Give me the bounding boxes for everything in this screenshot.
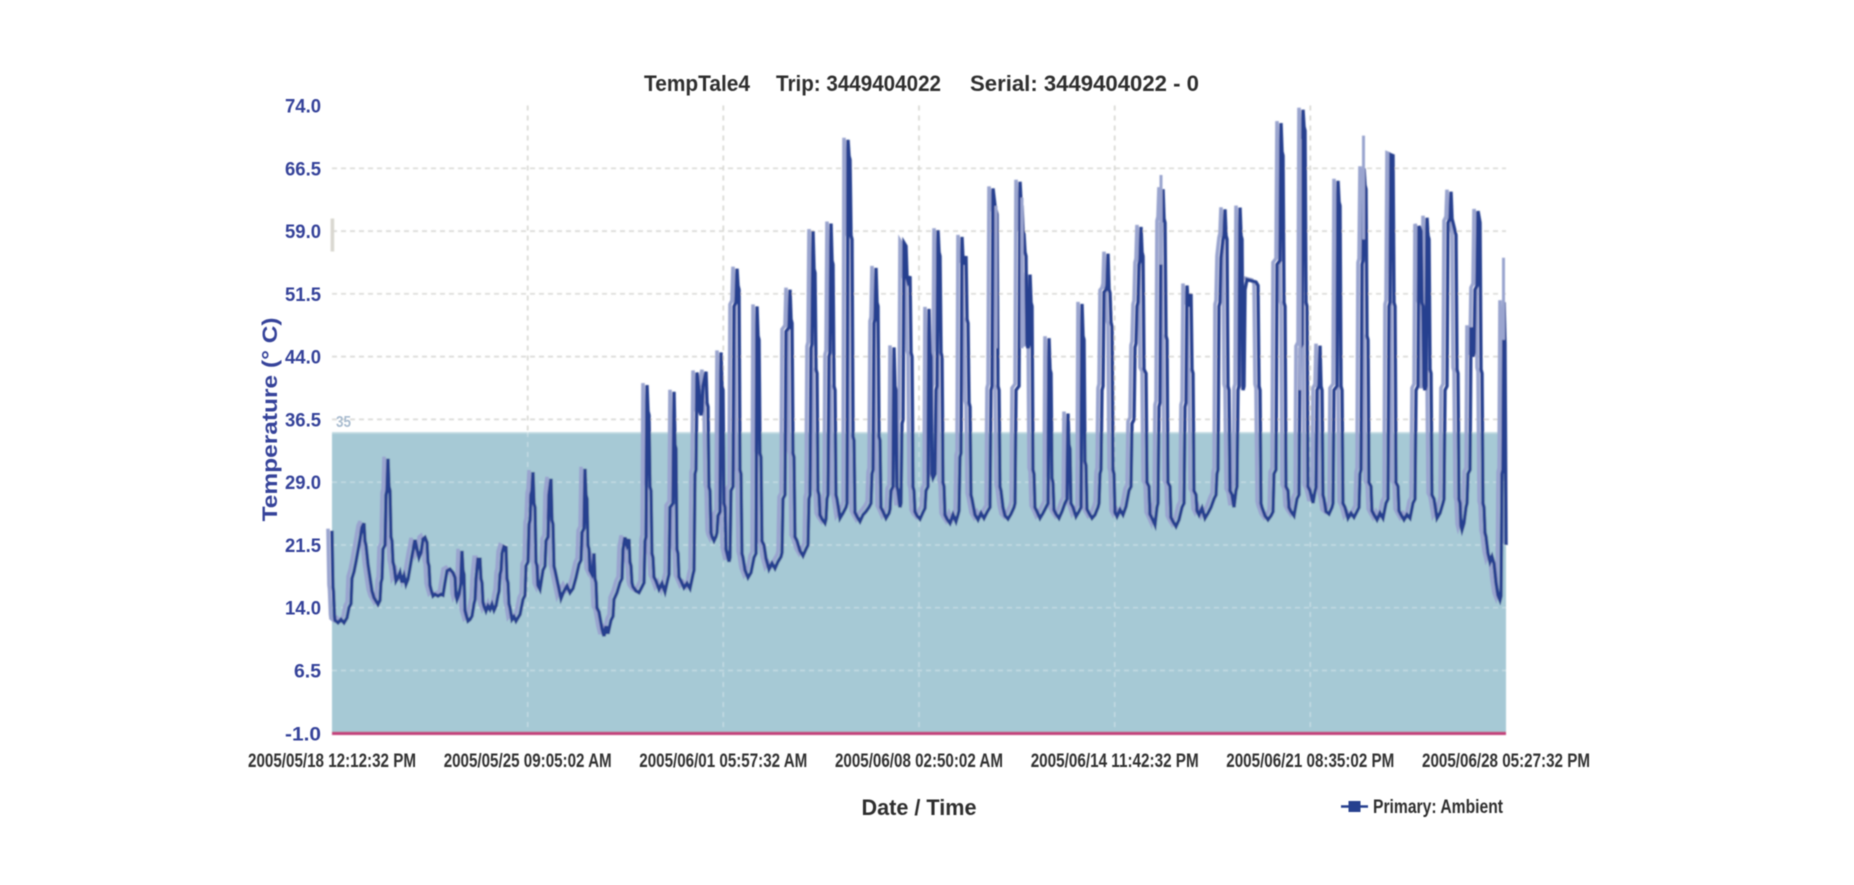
svg-text:2005/05/25 09:05:02 AM: 2005/05/25 09:05:02 AM — [444, 750, 612, 772]
svg-text:51.5: 51.5 — [285, 285, 321, 306]
svg-text:2005/06/01 05:57:32 AM: 2005/06/01 05:57:32 AM — [639, 750, 807, 772]
svg-text:21.5: 21.5 — [285, 536, 321, 557]
svg-text:74.0: 74.0 — [285, 97, 321, 118]
svg-text:2005/06/14 11:42:32 PM: 2005/06/14 11:42:32 PM — [1031, 750, 1199, 772]
svg-text:Trip: 3449404022: Trip: 3449404022 — [776, 71, 941, 96]
svg-text:29.0: 29.0 — [285, 473, 321, 494]
svg-text:6.5: 6.5 — [294, 662, 321, 683]
svg-text:2005/06/28 05:27:32 PM: 2005/06/28 05:27:32 PM — [1422, 750, 1590, 772]
svg-text:44.0: 44.0 — [285, 348, 321, 369]
svg-text:2005/06/21 08:35:02 PM: 2005/06/21 08:35:02 PM — [1226, 750, 1394, 772]
svg-text:36.5: 36.5 — [285, 410, 321, 431]
svg-text:66.5: 66.5 — [285, 159, 321, 180]
svg-text:2005/06/08 02:50:02 AM: 2005/06/08 02:50:02 AM — [835, 750, 1003, 772]
svg-text:-1.0: -1.0 — [285, 724, 321, 745]
svg-text:TempTale4: TempTale4 — [644, 71, 751, 96]
svg-text:59.0: 59.0 — [285, 222, 321, 243]
svg-text:Serial: 3449404022 - 0: Serial: 3449404022 - 0 — [970, 71, 1199, 96]
svg-text:35: 35 — [336, 414, 351, 431]
svg-text:Temperature (° C): Temperature (° C) — [259, 317, 282, 521]
svg-text:Primary: Ambient: Primary: Ambient — [1373, 796, 1503, 818]
svg-text:Date / Time: Date / Time — [862, 795, 977, 820]
svg-text:2005/05/18 12:12:32 PM: 2005/05/18 12:12:32 PM — [248, 750, 416, 772]
svg-text:14.0: 14.0 — [285, 599, 321, 620]
